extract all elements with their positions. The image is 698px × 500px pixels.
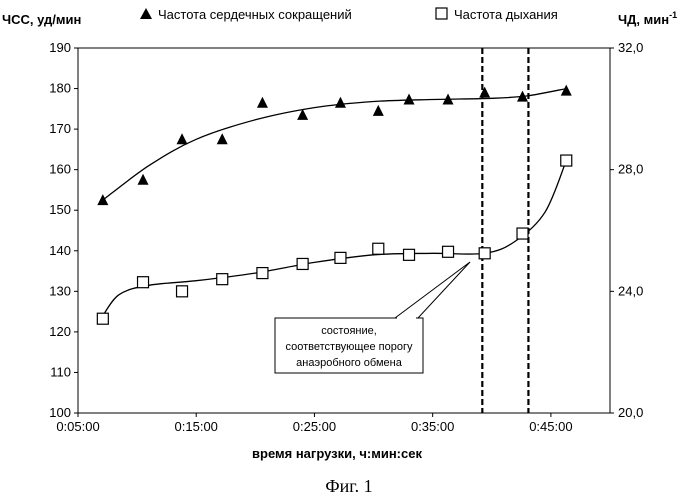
y-right-tick-label: 28,0 (618, 162, 643, 177)
heart-rate-point (138, 174, 149, 185)
heart-rate-point (177, 133, 188, 144)
respiration-point (297, 258, 308, 269)
annotation-line-3: анаэробного обмена (296, 357, 403, 369)
y-left-tick-label: 100 (49, 405, 71, 420)
respiration-point (335, 252, 346, 263)
annotation-callout: состояние, соответствующее порогу анаэро… (275, 262, 470, 373)
heart-rate-point (257, 97, 268, 108)
respiration-point (257, 268, 268, 279)
annotation-line-2: соответствующее порогу (286, 341, 413, 353)
heart-rate-point (97, 194, 108, 205)
figure-caption: Фиг. 1 (325, 476, 372, 496)
y-left-tick-label: 130 (49, 283, 71, 298)
y-left-tick-label: 160 (49, 162, 71, 177)
x-tick-label: 0:35:00 (411, 419, 454, 434)
respiration-point (97, 313, 108, 324)
respiration-trend-line (103, 161, 567, 316)
respiration-point (217, 274, 228, 285)
legend-label-heart-rate: Частота сердечных сокращений (158, 7, 352, 22)
heart-rate-point (335, 97, 346, 108)
respiration-point (479, 248, 490, 259)
respiration-point (443, 246, 454, 257)
heart-rate-point (373, 105, 384, 116)
y-left-tick-label: 190 (49, 40, 71, 55)
y-left-axis: 100 110 120 130 140 150 160 170 180 190 (49, 40, 78, 420)
y-left-tick-label: 170 (49, 121, 71, 136)
x-axis-title: время нагрузки, ч:мин:сек (252, 446, 422, 461)
x-tick-label: 0:45:00 (529, 419, 572, 434)
y-right-tick-label: 20,0 (618, 405, 643, 420)
respiration-point (138, 277, 149, 288)
y-left-tick-label: 150 (49, 202, 71, 217)
respiration-point (517, 228, 528, 239)
heart-rate-trend-line (103, 89, 567, 201)
y-right-axis-title-superscript: -1 (669, 10, 677, 20)
heart-rate-point (217, 133, 228, 144)
y-right-axis: 20,0 24,0 28,0 32,0 (610, 40, 643, 420)
y-right-tick-label: 32,0 (618, 40, 643, 55)
legend-label-respiration: Частота дыхания (454, 7, 558, 22)
x-tick-label: 0:15:00 (175, 419, 218, 434)
y-left-tick-label: 140 (49, 243, 71, 258)
y-left-axis-title: ЧСС, уд/мин (2, 12, 81, 27)
data-markers (97, 85, 571, 325)
y-left-tick-label: 120 (49, 324, 71, 339)
legend-square-marker (436, 8, 447, 19)
y-left-tick-label: 180 (49, 81, 71, 96)
heart-rate-point (479, 87, 490, 98)
x-axis: 0:05:00 0:15:00 0:25:00 0:35:00 0:45:00 (56, 413, 572, 434)
y-right-axis-title-text: ЧД, мин (618, 12, 669, 27)
x-tick-label: 0:05:00 (56, 419, 99, 434)
respiration-point (561, 155, 572, 166)
heart-rate-point (561, 85, 572, 96)
x-tick-label: 0:25:00 (293, 419, 336, 434)
legend-triangle-marker (140, 8, 152, 19)
y-right-axis-title: ЧД, мин-1 (618, 10, 677, 27)
respiration-point (404, 249, 415, 260)
annotation-line-1: состояние, (321, 325, 377, 337)
annotation-pointer (395, 262, 470, 318)
y-right-tick-label: 24,0 (618, 283, 643, 298)
heart-rate-point (404, 94, 415, 105)
respiration-point (177, 286, 188, 297)
legend: Частота сердечных сокращений Частота дых… (140, 7, 558, 22)
trend-curves (103, 89, 567, 316)
y-left-tick-label: 110 (50, 364, 71, 379)
respiration-point (373, 243, 384, 254)
